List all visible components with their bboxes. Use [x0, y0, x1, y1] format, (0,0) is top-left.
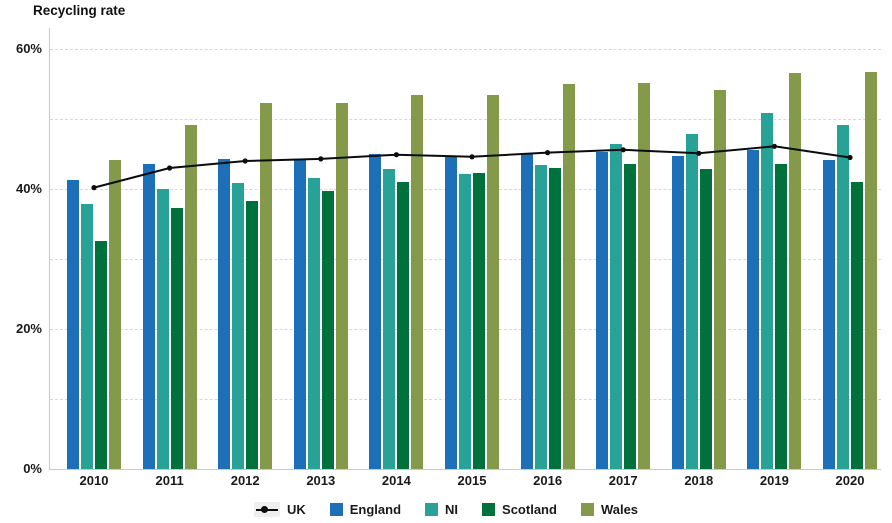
- legend-item-uk: UK: [253, 501, 306, 517]
- y-axis-line: [49, 28, 50, 469]
- legend-item-scotland: Scotland: [482, 502, 557, 517]
- legend-label-england: England: [349, 501, 402, 517]
- england-swatch-icon: [329, 502, 343, 516]
- legend-label-wales: Wales: [600, 501, 639, 517]
- bar-scotland-2011: [170, 207, 183, 469]
- uk-point-2015: [469, 154, 475, 160]
- chart-title: Recycling rate: [33, 3, 126, 18]
- bar-ni-2016: [534, 165, 547, 469]
- uk-point-2016: [545, 150, 551, 156]
- bar-scotland-2012: [246, 200, 259, 469]
- bar-ni-2018: [685, 133, 698, 469]
- x-tick-label-2011: 2011: [155, 473, 184, 488]
- x-tick-label-2018: 2018: [684, 473, 714, 488]
- x-tick-label-2013: 2013: [306, 473, 336, 488]
- bar-scotland-2016: [548, 168, 561, 469]
- bar-wales-2014: [411, 95, 424, 469]
- bar-wales-2018: [713, 90, 726, 469]
- bar-wales-2011: [184, 125, 197, 469]
- bar-wales-2020: [865, 72, 877, 469]
- bar-england-2016: [520, 153, 533, 469]
- bar-england-2010: [67, 179, 79, 469]
- bar-wales-2017: [638, 83, 651, 469]
- bar-ni-2020: [837, 124, 849, 469]
- bar-england-2019: [747, 149, 760, 469]
- x-tick-label-2020: 2020: [835, 473, 865, 488]
- x-axis-line: [49, 469, 881, 470]
- y-tick-label-20: 20%: [15, 321, 42, 336]
- x-tick-label-2019: 2019: [759, 473, 789, 488]
- uk-line: [93, 145, 851, 189]
- legend-item-england: England: [329, 501, 402, 517]
- bar-england-2015: [445, 156, 457, 469]
- bar-scotland-2014: [397, 182, 410, 469]
- bar-wales-2015: [487, 95, 499, 469]
- bar-scotland-2010: [95, 240, 107, 469]
- bar-scotland-2019: [775, 163, 788, 469]
- x-tick-label-2010: 2010: [79, 473, 109, 488]
- uk-point-2014: [393, 152, 399, 158]
- y-tick-label-0: 0%: [23, 461, 42, 476]
- legend-label-ni: NI: [445, 501, 459, 517]
- gridline-50: [50, 119, 881, 120]
- bar-ni-2013: [307, 177, 320, 469]
- bar-england-2011: [142, 163, 155, 469]
- bar-scotland-2013: [321, 191, 334, 469]
- bar-england-2017: [596, 151, 609, 469]
- bar-scotland-2020: [851, 182, 863, 469]
- uk-point-2011: [167, 165, 173, 171]
- legend-label-scotland: Scotland: [502, 501, 557, 517]
- wales-swatch-icon: [580, 502, 594, 516]
- bar-ni-2017: [610, 143, 623, 469]
- bar-wales-2012: [260, 102, 273, 469]
- bar-ni-2011: [156, 189, 169, 469]
- y-tick-label-60: 60%: [15, 41, 42, 56]
- bar-england-2018: [671, 156, 684, 469]
- legend-item-ni: NI: [425, 502, 458, 517]
- x-tick-label-2015: 2015: [457, 473, 487, 488]
- legend-item-wales: Wales: [580, 501, 639, 517]
- bar-ni-2010: [81, 203, 93, 469]
- bar-scotland-2015: [473, 172, 485, 469]
- bar-wales-2019: [789, 72, 802, 469]
- ni-swatch-icon: [425, 502, 439, 516]
- uk-point-2012: [242, 158, 248, 164]
- bar-ni-2019: [761, 112, 774, 469]
- bar-ni-2015: [459, 174, 471, 469]
- bar-ni-2014: [383, 169, 396, 469]
- bar-wales-2013: [335, 102, 348, 469]
- legend-label-uk: UK: [286, 501, 306, 517]
- bar-england-2013: [293, 159, 306, 469]
- bar-scotland-2017: [624, 163, 637, 469]
- x-tick-label-2017: 2017: [608, 473, 638, 488]
- bar-scotland-2018: [699, 168, 712, 469]
- uk-line-marker-icon: [253, 501, 280, 517]
- gridline-60: [50, 49, 881, 50]
- scotland-swatch-icon: [482, 502, 496, 516]
- x-tick-label-2012: 2012: [230, 473, 260, 488]
- y-tick-label-40: 40%: [15, 181, 42, 196]
- bar-ni-2012: [232, 182, 245, 469]
- bar-england-2012: [218, 158, 231, 469]
- uk-point-2013: [318, 156, 324, 162]
- bar-england-2020: [823, 159, 835, 469]
- bar-england-2014: [369, 154, 382, 469]
- chart-legend: UK England NI Scotland Wales: [0, 497, 892, 521]
- x-tick-label-2016: 2016: [533, 473, 563, 488]
- x-tick-label-2014: 2014: [381, 473, 411, 488]
- bar-wales-2010: [109, 160, 121, 469]
- bar-wales-2016: [562, 84, 575, 469]
